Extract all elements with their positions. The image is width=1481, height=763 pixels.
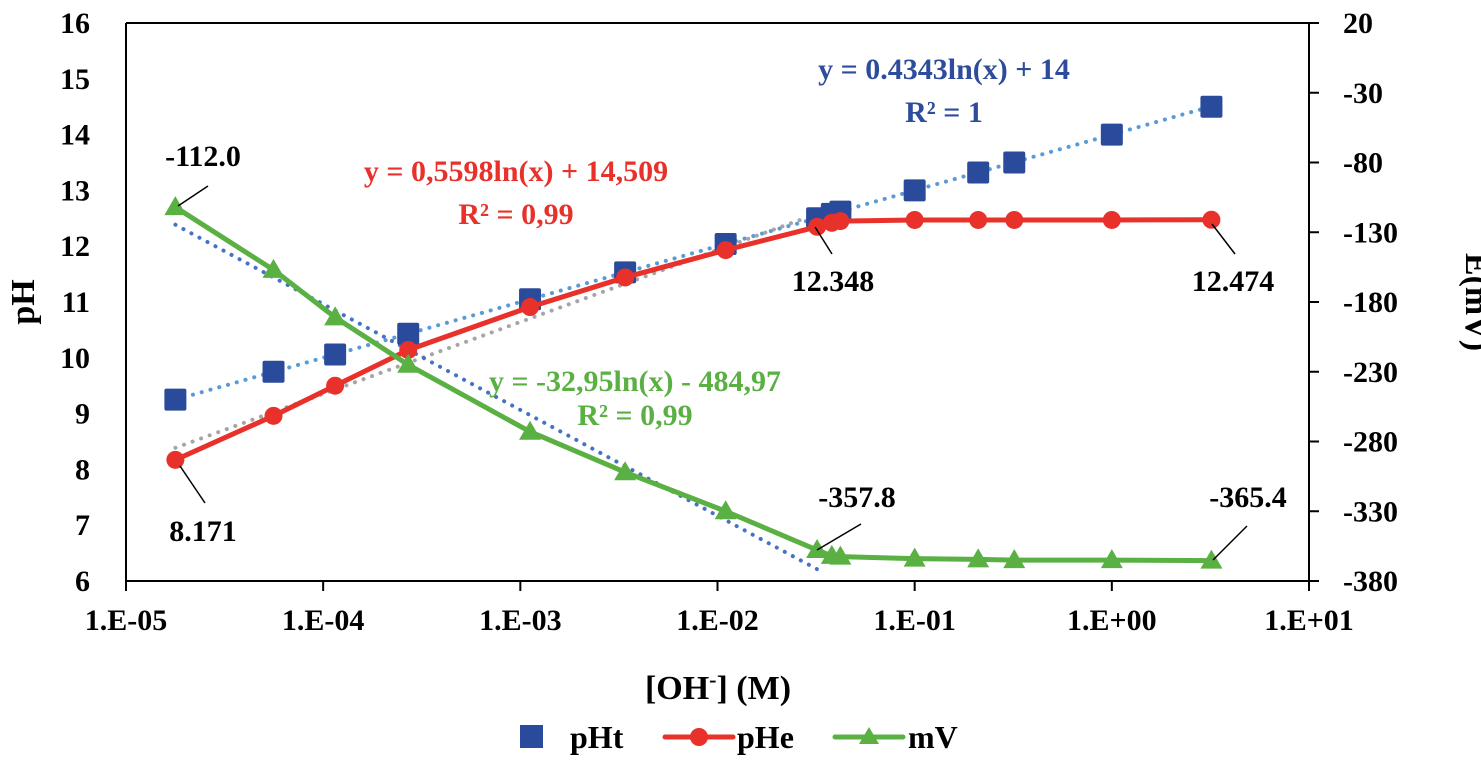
- x-axis-title: [OH-] (M): [645, 667, 791, 707]
- marker-mV: [1100, 549, 1123, 569]
- y-tick-label: 6: [75, 565, 90, 598]
- legend-triangle-marker: [859, 727, 879, 744]
- marker-mV: [806, 539, 829, 559]
- legend-label: mV: [908, 719, 958, 755]
- y2-tick-label: 20: [1343, 7, 1373, 40]
- x-tick-label: 1.E-05: [85, 604, 168, 637]
- y-tick-label: 15: [60, 63, 90, 96]
- x-tick-label: 1.E-02: [676, 604, 759, 637]
- marker-pHt: [1100, 123, 1123, 146]
- y2-tick-label: -80: [1343, 147, 1383, 180]
- marker-mV: [903, 547, 926, 567]
- data-label: -112.0: [165, 140, 241, 173]
- axes-layer: [125, 22, 1319, 591]
- trendlines-layer: [173, 104, 1214, 572]
- y-axis-title: pH: [5, 279, 42, 324]
- y2-tick-label: -130: [1343, 216, 1398, 249]
- marker-pHe: [166, 450, 185, 469]
- y2-tick-label: -30: [1343, 77, 1383, 110]
- trendline-r-squared: R² = 0,99: [458, 198, 573, 231]
- marker-pHt: [1200, 95, 1223, 118]
- trendline-pHt: [173, 104, 1214, 402]
- marker-pHe: [1102, 210, 1121, 229]
- text-layer: 1.E-05 1.E-04 1.E-03 1.E-02 1.E-01 1.E+00 1.E+…: [5, 7, 1481, 755]
- marker-mV: [397, 353, 420, 373]
- y-tick-label: 11: [62, 286, 90, 319]
- y-tick-label: 7: [75, 509, 90, 542]
- annotation-leader: [179, 465, 206, 504]
- series-layer: [164, 95, 1223, 569]
- marker-pHt: [967, 161, 990, 184]
- x-tick-label: 1.E-03: [479, 604, 562, 637]
- marker-pHe: [1202, 210, 1221, 229]
- trendline-equation: y = 0,5598ln(x) + 14,509: [364, 155, 668, 188]
- x-tick-label: 1.E+01: [1264, 604, 1354, 637]
- marker-mV: [324, 306, 347, 326]
- y-tick-label: 14: [60, 119, 90, 152]
- marker-pHt: [164, 388, 187, 411]
- marker-mV: [967, 548, 990, 568]
- data-label: -357.8: [818, 481, 896, 514]
- annotation-leader: [1212, 525, 1248, 561]
- y2-axis-title: E(mV): [1458, 253, 1481, 351]
- series-line-pHe: [174, 217, 1212, 463]
- marker-pHe: [905, 210, 924, 229]
- trendline-r-squared: R² = 0,99: [577, 399, 692, 432]
- legend-square-marker: [520, 725, 543, 748]
- data-label: 12.348: [792, 265, 875, 298]
- marker-mV: [714, 500, 737, 520]
- trendline-equation: y = 0.4343ln(x) + 14: [818, 53, 1070, 86]
- marker-mV: [262, 258, 285, 278]
- marker-pHt: [324, 343, 347, 366]
- legend-label: pHe: [737, 719, 794, 755]
- marker-pHe: [616, 268, 635, 287]
- trendline-equation: y = -32,95ln(x) - 484,97: [489, 365, 781, 398]
- data-label: 12.474: [1192, 265, 1275, 298]
- marker-mV: [1200, 549, 1223, 569]
- y-tick-label: 12: [60, 230, 90, 263]
- marker-pHe: [969, 210, 988, 229]
- x-tick-label: 1.E-04: [282, 604, 365, 637]
- data-label: -365.4: [1209, 481, 1287, 514]
- marker-pHe: [716, 241, 735, 260]
- y-tick-label: 9: [75, 398, 90, 431]
- y-tick-label: 8: [75, 453, 90, 486]
- marker-pHe: [264, 406, 283, 425]
- marker-pHe: [399, 340, 418, 359]
- y-tick-label: 13: [60, 174, 90, 207]
- y2-tick-label: -330: [1343, 495, 1398, 528]
- y2-tick-label: -230: [1343, 356, 1398, 389]
- x-tick-label: 1.E-01: [873, 604, 956, 637]
- marker-pHt: [903, 179, 926, 202]
- trendline-mV: [173, 222, 820, 572]
- annotation-leader: [816, 523, 862, 551]
- marker-mV: [519, 420, 542, 440]
- marker-pHt: [262, 360, 285, 383]
- annotation-leader: [177, 185, 209, 207]
- marker-mV: [1003, 549, 1026, 569]
- annotation-leader: [814, 226, 833, 255]
- legend-label: pHt: [570, 719, 624, 755]
- y2-tick-label: -180: [1343, 286, 1398, 319]
- annotation-leader: [1211, 223, 1236, 255]
- marker-pHt: [397, 322, 420, 345]
- y2-tick-label: -280: [1343, 426, 1398, 459]
- marker-mV: [164, 196, 187, 216]
- marker-pHe: [1005, 210, 1024, 229]
- marker-pHe: [326, 376, 345, 395]
- y-tick-label: 10: [60, 342, 90, 375]
- trendline-r-squared: R² = 1: [905, 96, 983, 129]
- y-tick-label: 16: [60, 7, 90, 40]
- x-tick-label: 1.E+00: [1067, 604, 1157, 637]
- legend-circle-marker: [690, 728, 708, 746]
- marker-pHe: [831, 212, 850, 231]
- marker-mV: [829, 545, 852, 565]
- data-label: 8.171: [169, 515, 237, 548]
- marker-mV: [614, 461, 637, 481]
- marker-pHe: [808, 217, 827, 236]
- marker-pHe: [521, 298, 540, 317]
- y2-tick-label: -380: [1343, 565, 1398, 598]
- marker-pHt: [1003, 151, 1026, 174]
